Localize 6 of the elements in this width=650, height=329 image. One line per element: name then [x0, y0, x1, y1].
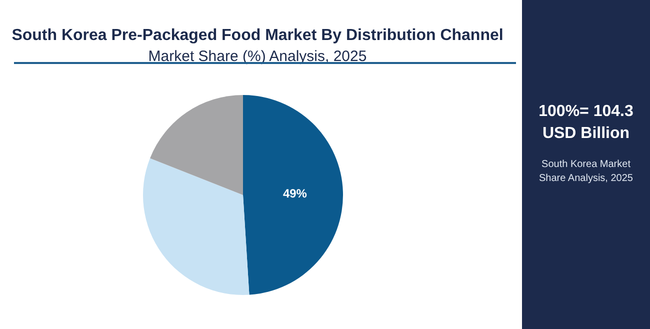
pie-slice — [143, 158, 250, 295]
pie-slice — [150, 95, 243, 195]
pie-slice — [243, 95, 343, 295]
side-panel: 100%= 104.3 USD Billion South Korea Market Share Analysis, 2025 — [522, 0, 650, 329]
data-label: 49% — [282, 186, 308, 200]
chart-title: South Korea Pre-Packaged Food Market By Distribution Channel — [12, 27, 504, 44]
